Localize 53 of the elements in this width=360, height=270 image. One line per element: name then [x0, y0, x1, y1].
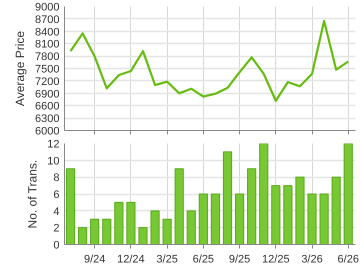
y-tick-label: 7200	[35, 76, 60, 88]
bar	[283, 185, 292, 244]
bar	[162, 218, 172, 244]
bar	[66, 168, 76, 244]
bar	[307, 194, 317, 244]
bar	[210, 194, 220, 244]
bar	[138, 227, 148, 244]
y-axis-title: Average Price	[13, 30, 28, 106]
x-tick-label: 12/24	[117, 254, 145, 266]
x-tick-label: 9/24	[84, 254, 106, 266]
y-tick-label: 8700	[35, 14, 60, 26]
bar	[150, 210, 160, 244]
y-tick-label: 7800	[35, 51, 60, 64]
y-tick-label: 10	[47, 155, 60, 168]
x-tick-label: 12/25	[262, 254, 290, 266]
y-tick-label: 6900	[35, 88, 60, 100]
bar	[186, 210, 196, 244]
y-tick-label: 12	[47, 138, 60, 150]
bar	[320, 194, 329, 244]
y-tick-label: 6	[53, 189, 60, 201]
bar	[295, 176, 305, 244]
bar	[174, 168, 184, 244]
bar	[247, 168, 256, 244]
bar	[102, 218, 112, 244]
bar	[90, 218, 100, 244]
y-axis-title: No. of Trans.	[25, 160, 40, 228]
bar	[271, 185, 280, 244]
y-tick-label: 0	[53, 240, 60, 252]
bar	[259, 144, 268, 244]
bar	[332, 176, 341, 244]
x-tick-label: 3/26	[301, 254, 323, 266]
y-tick-label: 4	[53, 206, 60, 218]
y-tick-label: 8400	[35, 26, 60, 38]
y-tick-label: 7500	[35, 64, 60, 76]
bar	[198, 194, 208, 244]
bar	[126, 202, 136, 244]
y-tick-label: 6000	[35, 126, 60, 138]
line-series	[69, 20, 350, 102]
bar	[78, 227, 88, 244]
x-tick-label: 6/25	[192, 254, 214, 266]
bar	[234, 194, 244, 244]
x-tick-label: 9/25	[228, 254, 250, 266]
y-tick-label: 6600	[35, 100, 60, 113]
bar	[114, 202, 124, 244]
bar	[222, 151, 232, 244]
y-tick-label: 6300	[35, 113, 60, 126]
x-tick-label: 6/26	[338, 254, 359, 266]
y-tick-label: 9000	[35, 2, 60, 14]
y-tick-label: 8	[53, 172, 60, 184]
y-tick-label: 2	[53, 222, 60, 235]
y-tick-label: 8100	[35, 38, 60, 51]
x-tick-label: 3/25	[156, 254, 178, 266]
bar	[344, 144, 353, 244]
